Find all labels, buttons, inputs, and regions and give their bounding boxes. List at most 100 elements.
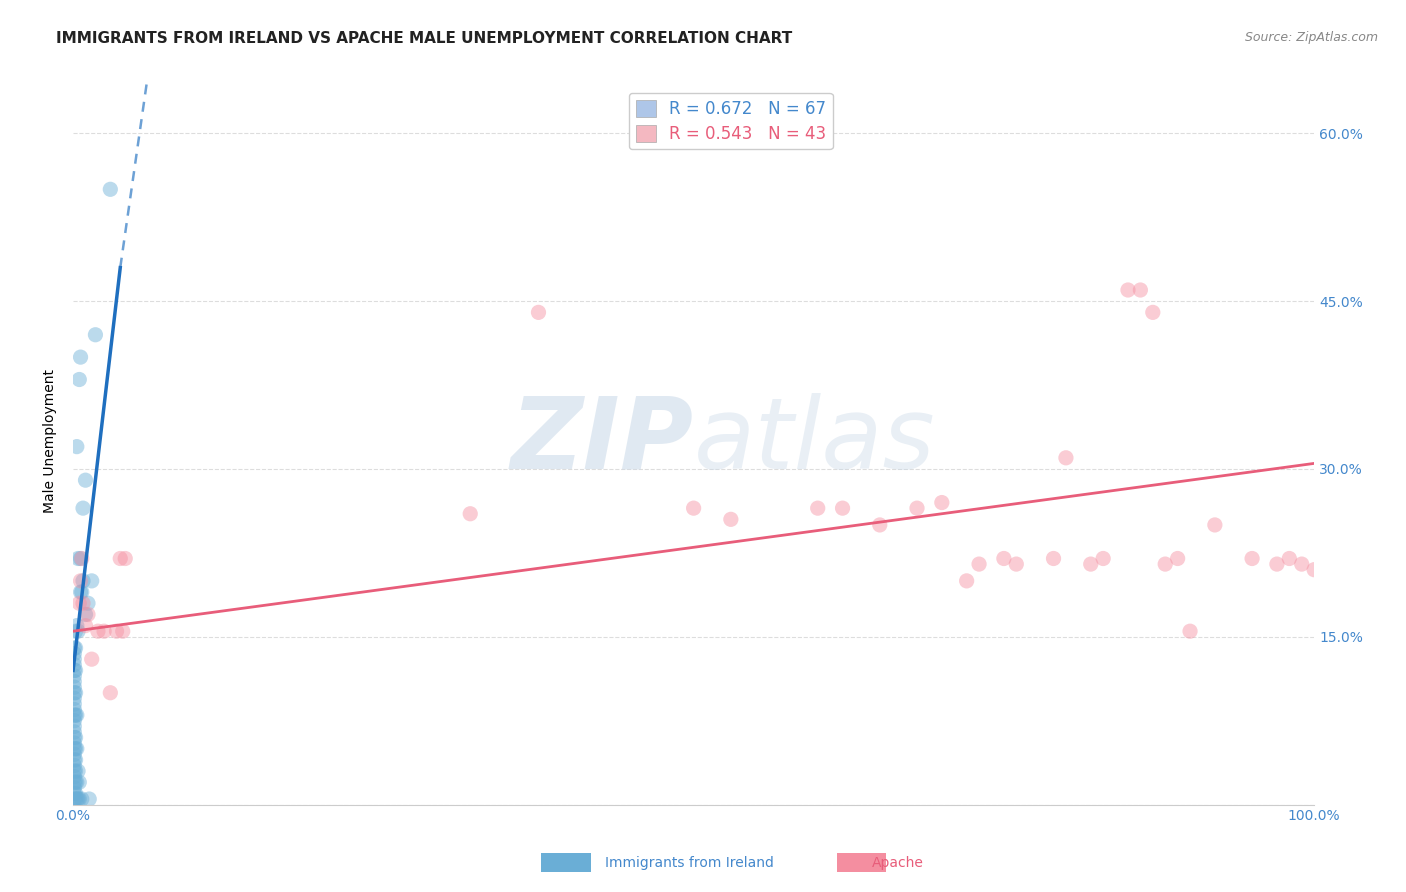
- Point: [63, 747, 86, 762]
- Y-axis label: Male Unemployment: Male Unemployment: [44, 369, 58, 513]
- Point: [63, 702, 86, 716]
- Point: [682, 501, 704, 516]
- Point: [1142, 305, 1164, 319]
- Text: Immigrants from Ireland: Immigrants from Ireland: [605, 856, 773, 871]
- Point: [67, 372, 90, 386]
- Text: Source: ZipAtlas.com: Source: ZipAtlas.com: [1244, 31, 1378, 45]
- Point: [63, 719, 86, 733]
- Point: [67, 792, 90, 806]
- Point: [114, 551, 136, 566]
- Point: [63, 725, 86, 739]
- Point: [63, 741, 86, 756]
- Point: [63, 753, 86, 767]
- Point: [67, 624, 90, 639]
- Point: [63, 680, 86, 694]
- Point: [1265, 557, 1288, 571]
- Point: [1154, 557, 1177, 571]
- Point: [77, 607, 100, 622]
- Point: [66, 792, 89, 806]
- Point: [63, 786, 86, 800]
- Point: [63, 775, 86, 789]
- Point: [93, 624, 115, 639]
- Point: [63, 764, 86, 778]
- Point: [1303, 563, 1326, 577]
- Point: [67, 792, 90, 806]
- Point: [869, 517, 891, 532]
- Point: [67, 775, 90, 789]
- Point: [69, 574, 91, 588]
- Point: [956, 574, 979, 588]
- Text: ZIP: ZIP: [510, 392, 693, 490]
- Point: [67, 551, 90, 566]
- Point: [63, 691, 86, 706]
- Point: [66, 741, 89, 756]
- Point: [458, 507, 481, 521]
- Point: [831, 501, 853, 516]
- Point: [63, 780, 86, 795]
- Point: [75, 607, 97, 622]
- Point: [110, 551, 132, 566]
- Point: [65, 624, 87, 639]
- Point: [1080, 557, 1102, 571]
- Point: [65, 741, 87, 756]
- Point: [66, 440, 89, 454]
- Point: [63, 640, 86, 655]
- Point: [720, 512, 742, 526]
- Point: [63, 736, 86, 750]
- Point: [63, 770, 86, 784]
- Point: [63, 669, 86, 683]
- Point: [72, 574, 94, 588]
- Point: [70, 585, 93, 599]
- Point: [65, 640, 87, 655]
- Point: [67, 596, 90, 610]
- Point: [1178, 624, 1201, 639]
- Point: [1291, 557, 1313, 571]
- Point: [65, 764, 87, 778]
- Point: [65, 664, 87, 678]
- Point: [66, 775, 89, 789]
- Point: [63, 758, 86, 772]
- Point: [527, 305, 550, 319]
- Point: [967, 557, 990, 571]
- Point: [1129, 283, 1152, 297]
- Point: [1092, 551, 1115, 566]
- Point: [75, 618, 97, 632]
- Point: [1005, 557, 1028, 571]
- Point: [1278, 551, 1301, 566]
- Point: [98, 686, 121, 700]
- Point: [1054, 450, 1077, 465]
- Point: [931, 495, 953, 509]
- Point: [105, 624, 128, 639]
- Point: [63, 652, 86, 666]
- Point: [65, 792, 87, 806]
- Point: [1167, 551, 1189, 566]
- Point: [80, 652, 103, 666]
- Point: [98, 182, 121, 196]
- Point: [63, 664, 86, 678]
- Point: [63, 686, 86, 700]
- Point: [69, 551, 91, 566]
- Point: [87, 624, 110, 639]
- Point: [70, 792, 93, 806]
- Legend: R = 0.672   N = 67, R = 0.543   N = 43: R = 0.672 N = 67, R = 0.543 N = 43: [628, 93, 832, 149]
- Point: [63, 714, 86, 728]
- Text: Apache: Apache: [872, 856, 924, 871]
- Point: [75, 473, 97, 487]
- Point: [63, 657, 86, 672]
- Point: [65, 731, 87, 745]
- Point: [66, 618, 89, 632]
- Point: [65, 686, 87, 700]
- Point: [1241, 551, 1264, 566]
- Point: [63, 697, 86, 711]
- Point: [63, 647, 86, 661]
- Point: [905, 501, 928, 516]
- Point: [63, 792, 86, 806]
- Point: [69, 350, 91, 364]
- Point: [72, 501, 94, 516]
- Point: [77, 596, 100, 610]
- Point: [63, 708, 86, 723]
- Point: [65, 775, 87, 789]
- Text: IMMIGRANTS FROM IRELAND VS APACHE MALE UNEMPLOYMENT CORRELATION CHART: IMMIGRANTS FROM IRELAND VS APACHE MALE U…: [56, 31, 793, 46]
- Point: [69, 585, 91, 599]
- Point: [993, 551, 1015, 566]
